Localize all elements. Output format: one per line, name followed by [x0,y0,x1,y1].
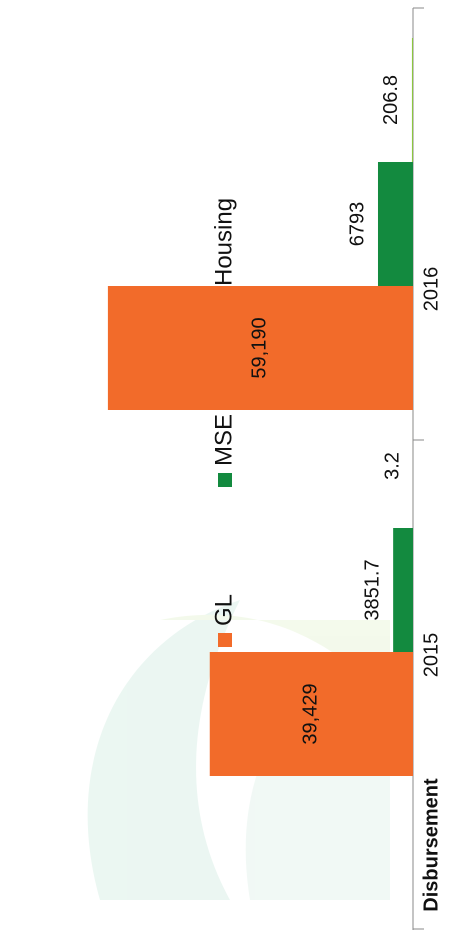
value-label: 39,429 [300,683,322,744]
legend-label: Housing [210,198,237,286]
value-label: 59,190 [249,317,271,378]
legend-label: GL [210,594,237,626]
legend-swatch [218,633,232,647]
x-tick-label: 2016 [420,267,442,312]
value-label: 206.8 [380,75,402,125]
legend-swatch [218,473,232,487]
legend-label: MSE [210,414,237,466]
value-label: 3851.7 [361,559,383,620]
axis-title: Disbursement [420,778,442,912]
bar [209,652,413,776]
bar [411,38,413,162]
value-label: 6793 [346,202,368,247]
bar [393,528,413,652]
value-label: 3.2 [381,452,403,480]
bar [377,162,413,286]
x-tick-label: 2015 [420,633,442,678]
bar [107,286,413,410]
